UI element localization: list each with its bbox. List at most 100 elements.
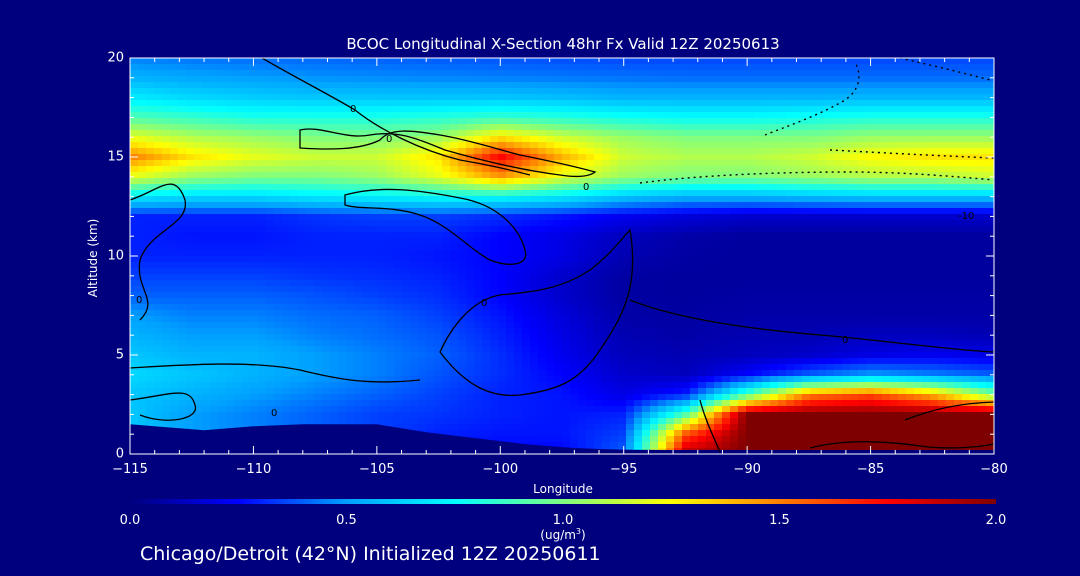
heatmap-cell [650, 172, 659, 179]
heatmap-cell [306, 280, 315, 287]
heatmap-cell [850, 184, 859, 191]
heatmap-cell [186, 238, 195, 245]
heatmap-cell [410, 256, 419, 263]
heatmap-cell [714, 94, 723, 101]
heatmap-cell [882, 172, 891, 179]
heatmap-cell [210, 178, 219, 185]
heatmap-cell [810, 250, 819, 257]
heatmap-cell [794, 142, 803, 149]
heatmap-cell [666, 112, 675, 119]
heatmap-cell [810, 130, 819, 137]
heatmap-cell [882, 286, 891, 293]
heatmap-cell [754, 112, 763, 119]
heatmap-cell [826, 172, 835, 179]
heatmap-cell [218, 298, 227, 305]
heatmap-cell [554, 274, 563, 281]
heatmap-cell [530, 304, 539, 311]
heatmap-cell [386, 178, 395, 185]
heatmap-cell [634, 316, 643, 323]
heatmap-cell [810, 148, 819, 155]
heatmap-cell [338, 196, 347, 203]
heatmap-cell [914, 172, 923, 179]
heatmap-cell [306, 100, 315, 107]
heatmap-cell [882, 226, 891, 233]
heatmap-cell [162, 238, 171, 245]
heatmap-cell [482, 130, 491, 137]
heatmap-cell [746, 268, 755, 275]
heatmap-cell [434, 118, 443, 125]
heatmap-cell [730, 100, 739, 107]
heatmap-cell [266, 214, 275, 221]
heatmap-cell [338, 280, 347, 287]
heatmap-cell [298, 310, 307, 317]
heatmap-cell [978, 100, 987, 107]
heatmap-cell [186, 58, 195, 65]
heatmap-cell [770, 214, 779, 221]
heatmap-cell [762, 142, 771, 149]
heatmap-cell [170, 184, 179, 191]
heatmap-cell [674, 316, 683, 323]
heatmap-cell [426, 328, 435, 335]
heatmap-cell [482, 112, 491, 119]
heatmap-cell [898, 286, 907, 293]
heatmap-cell [586, 286, 595, 293]
heatmap-cell [866, 220, 875, 227]
heatmap-cell [330, 214, 339, 221]
heatmap-cell [882, 58, 891, 65]
heatmap-cell [546, 76, 555, 83]
heatmap-cell [394, 124, 403, 131]
heatmap-cell [586, 178, 595, 185]
heatmap-cell [170, 112, 179, 119]
heatmap-cell [938, 208, 947, 215]
heatmap-cell [530, 322, 539, 329]
heatmap-cell [786, 94, 795, 101]
heatmap-cell [362, 184, 371, 191]
heatmap-cell [482, 268, 491, 275]
heatmap-cell [890, 316, 899, 323]
heatmap-cell [738, 298, 747, 305]
heatmap-cell [906, 280, 915, 287]
heatmap-cell [658, 142, 667, 149]
heatmap-cell [418, 136, 427, 143]
heatmap-cell [314, 136, 323, 143]
heatmap-cell [746, 286, 755, 293]
heatmap-cell [786, 298, 795, 305]
heatmap-cell [466, 310, 475, 317]
heatmap-cell [298, 244, 307, 251]
heatmap-cell [578, 304, 587, 311]
heatmap-cell [922, 148, 931, 155]
heatmap-cell [882, 160, 891, 167]
heatmap-cell [490, 268, 499, 275]
heatmap-cell [330, 106, 339, 113]
heatmap-cell [578, 268, 587, 275]
heatmap-cell [738, 82, 747, 89]
heatmap-cell [210, 64, 219, 71]
heatmap-cell [338, 190, 347, 197]
heatmap-cell [434, 184, 443, 191]
heatmap-cell [506, 82, 515, 89]
heatmap-cell [506, 106, 515, 113]
heatmap-cell [322, 256, 331, 263]
heatmap-cell [754, 64, 763, 71]
heatmap-cell [258, 130, 267, 137]
heatmap-cell [690, 268, 699, 275]
heatmap-cell [866, 274, 875, 281]
heatmap-cell [210, 136, 219, 143]
heatmap-cell [714, 262, 723, 269]
heatmap-cell [130, 172, 139, 179]
heatmap-cell [706, 286, 715, 293]
heatmap-cell [266, 106, 275, 113]
heatmap-cell [762, 280, 771, 287]
heatmap-cell [402, 286, 411, 293]
heatmap-cell [954, 112, 963, 119]
heatmap-cell [570, 298, 579, 305]
heatmap-cell [450, 106, 459, 113]
heatmap-cell [882, 202, 891, 209]
heatmap-cell [194, 64, 203, 71]
heatmap-cell [386, 64, 395, 71]
heatmap-cell [602, 262, 611, 269]
heatmap-cell [922, 160, 931, 167]
heatmap-cell [538, 196, 547, 203]
heatmap-cell [610, 88, 619, 95]
heatmap-cell [810, 232, 819, 239]
